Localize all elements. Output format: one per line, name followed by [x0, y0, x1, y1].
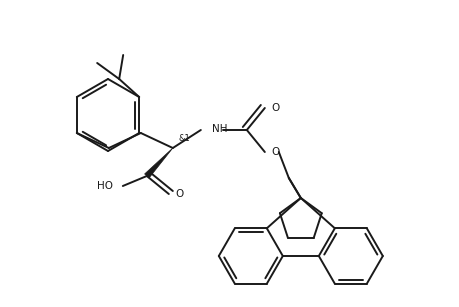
- Polygon shape: [145, 148, 173, 178]
- Text: O: O: [272, 103, 280, 113]
- Text: O: O: [176, 189, 184, 199]
- Text: HO: HO: [97, 181, 113, 191]
- Text: NH: NH: [212, 124, 227, 134]
- Text: &1: &1: [179, 134, 190, 143]
- Text: O: O: [272, 147, 280, 157]
